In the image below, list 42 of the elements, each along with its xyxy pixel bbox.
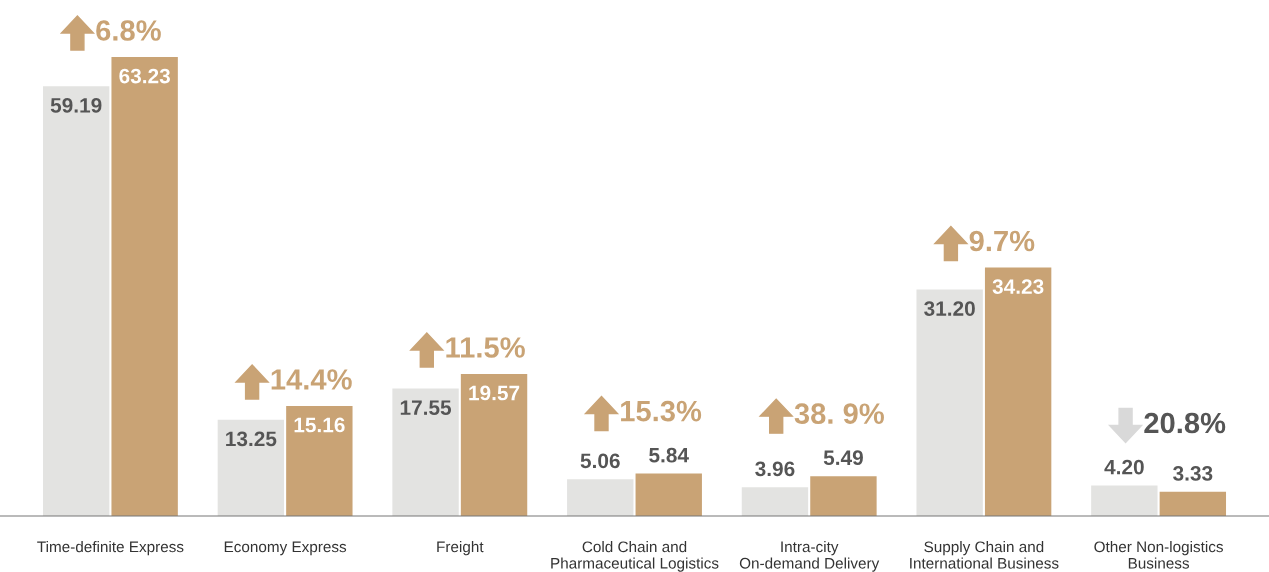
bar: [1091, 485, 1158, 516]
bar: [460, 373, 528, 516]
bar: [916, 289, 983, 516]
data-label: 59.19: [50, 97, 102, 113]
data-label: 5.06: [580, 453, 620, 469]
bar: [1159, 491, 1227, 516]
bar: [635, 473, 702, 516]
bar: [217, 419, 285, 516]
bar: [810, 476, 877, 516]
annotation: 15.3%: [621, 400, 702, 422]
data-label: 3.96: [755, 461, 795, 477]
x-tick-label: Freight: [437, 541, 484, 556]
annotation: 9.7%: [969, 230, 1035, 252]
x-tick-label: Intra-city On-demand Delivery: [739, 541, 880, 572]
data-label: 19.57: [469, 385, 520, 401]
data-label: 17.55: [400, 400, 452, 416]
annotation: 20.8%: [1144, 412, 1226, 434]
bar: [42, 86, 110, 516]
data-label: 5.84: [649, 447, 689, 463]
annotation: 6.8%: [96, 20, 161, 41]
annotation: 38. 9%: [794, 403, 884, 425]
bar: [741, 487, 809, 516]
data-label: 4.20: [1104, 459, 1144, 475]
x-tick-label: Cold Chain and Pharmaceutical Logistics: [551, 541, 719, 572]
bar: [111, 57, 178, 516]
data-label: 34.23: [992, 279, 1044, 294]
annotation: 11.5%: [446, 337, 525, 358]
bar: [567, 479, 634, 516]
x-tick-label: Economy Express: [224, 541, 347, 556]
data-label: 15.16: [294, 417, 345, 433]
data-label: 13.25: [226, 431, 277, 447]
data-label: 31.20: [924, 301, 975, 316]
data-label: 5.49: [823, 450, 863, 466]
x-tick-label: Time-definite Express: [37, 541, 184, 556]
x-tick-label: Supply Chain and International Business: [910, 541, 1059, 569]
bar: [286, 405, 353, 516]
bar: [392, 388, 459, 516]
x-tick-label: Other Non-logistics Business: [1094, 541, 1223, 569]
data-label: 63.23: [119, 68, 170, 84]
annotation: 14.4%: [271, 369, 352, 390]
bar: [984, 267, 1052, 516]
data-label: 3.33: [1173, 466, 1213, 481]
